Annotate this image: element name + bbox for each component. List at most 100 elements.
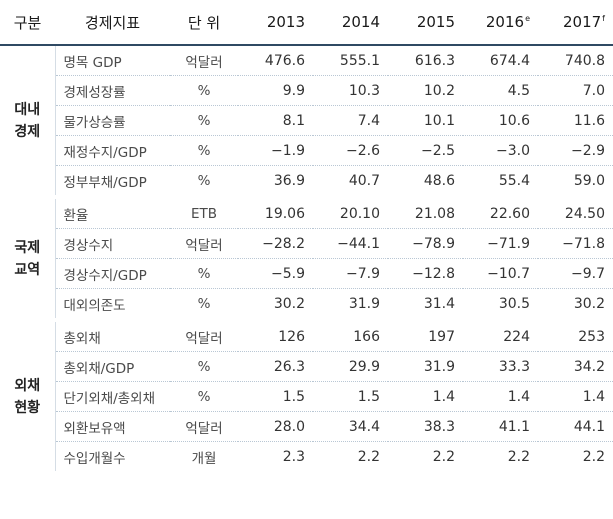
indicator-cell: 총외채 (55, 318, 170, 352)
group-label-line: 대내 (14, 101, 41, 118)
unit-cell: % (170, 135, 238, 166)
table-row: 단기외채/총외채% 1.5 1.5 1.4 1.4 1.4 (0, 381, 613, 412)
value-cell: 253 (538, 318, 613, 352)
header-category: 구분 (0, 0, 55, 46)
header-year-2016: 2016e (463, 0, 538, 46)
table-row: 경제성장률% 9.9 10.3 10.2 4.5 7.0 (0, 75, 613, 106)
value-cell: 476.6 (238, 45, 313, 76)
unit-cell: % (170, 258, 238, 289)
group-label: 외채 현황 (0, 318, 56, 471)
indicator-cell: 환율 (55, 195, 170, 229)
unit-cell: % (170, 381, 238, 412)
value-cell: 1.5 (313, 381, 388, 412)
value-cell: 21.08 (388, 195, 463, 229)
value-cell: 10.3 (313, 75, 388, 106)
indicator-cell: 명목 GDP (55, 45, 170, 76)
indicator-cell: 정부부채/GDP (55, 165, 170, 198)
group-label: 대내 경제 (0, 45, 56, 197)
indicator-cell: 수입개월수 (63, 450, 126, 467)
table-row: 경상수지 억달러 −28.2 −44.1 −78.9 −71.9 −71.8 (0, 228, 613, 259)
value-cell: −71.8 (538, 228, 613, 259)
header-year-2013: 2013 (238, 0, 313, 46)
year-label: 2015 (416, 13, 455, 31)
value-cell: 30.5 (463, 288, 538, 321)
indicator-cell: 경상수지 (55, 228, 170, 259)
value-cell: 31.9 (313, 288, 388, 321)
unit-cell: 억달러 (170, 45, 238, 76)
header-unit: 단 위 (170, 0, 238, 46)
group-label-line: 국제 (14, 239, 41, 256)
value-cell: 4.5 (463, 75, 538, 106)
value-cell: 9.9 (238, 75, 313, 106)
year-label: 2013 (266, 13, 305, 31)
indicator-cell: 물가상승률 (55, 105, 170, 136)
unit-cell: % (170, 165, 238, 198)
year-label: 2017 (562, 13, 602, 31)
value-cell: 29.9 (313, 351, 388, 382)
table-row: 수입개월수 개월 2.3 2.2 2.2 2.2 2.2 (0, 442, 613, 472)
unit-cell: 억달러 (170, 411, 238, 442)
indicator-cell: 대외의존도 (55, 288, 170, 321)
header-year-2017: 2017f (538, 0, 613, 46)
table-row: 국제 교역 환율 ETB 19.06 20.10 21.08 22.60 24.50 (0, 195, 613, 320)
value-cell: 1.4 (463, 381, 538, 412)
value-cell: −2.5 (388, 135, 463, 166)
value-cell: −78.9 (388, 228, 463, 259)
indicator-cell: 재정수지/GDP (55, 135, 170, 166)
value-cell: −44.1 (313, 228, 388, 259)
unit-cell: % (170, 75, 238, 106)
value-cell: 34.4 (313, 411, 388, 442)
value-cell: 59.0 (538, 165, 613, 198)
value-cell: 41.1 (463, 411, 538, 442)
value-cell: −71.9 (463, 228, 538, 259)
value-cell: 1.5 (238, 381, 313, 412)
group-label-line: 현황 (14, 399, 41, 416)
table-row: 정부부채/GDP% 36.9 40.7 48.6 55.4 59.0 (0, 165, 613, 198)
header-indicator: 경제지표 (55, 0, 170, 46)
value-cell: 2.2 (357, 448, 380, 465)
group-label: 국제 교역 (0, 195, 56, 320)
value-cell: 22.60 (463, 195, 538, 229)
year-label: 2014 (341, 13, 380, 31)
header-row: 구분 경제지표 단 위 2013 2014 2015 2016e 2017f (0, 0, 613, 46)
value-cell: −9.7 (538, 258, 613, 289)
table-row: 대외의존도% 30.2 31.9 31.4 30.5 30.2 (0, 288, 613, 321)
economic-indicators-table: 구분 경제지표 단 위 2013 2014 2015 2016e 2017f 대… (0, 0, 613, 471)
value-cell: 31.4 (388, 288, 463, 321)
value-cell: 2.2 (507, 448, 530, 465)
value-cell: 10.6 (463, 105, 538, 136)
header-year-2014: 2014 (313, 0, 388, 46)
value-cell: 2.3 (282, 448, 305, 465)
value-cell: 36.9 (238, 165, 313, 198)
value-cell: 166 (313, 318, 388, 352)
table-row: 재정수지/GDP% −1.9 −2.6 −2.5 −3.0 −2.9 (0, 135, 613, 166)
value-cell: 24.50 (538, 195, 613, 229)
unit-cell: 개월 (191, 450, 217, 467)
value-cell: 33.3 (463, 351, 538, 382)
indicator-cell: 경제성장률 (55, 75, 170, 106)
value-cell: 126 (238, 318, 313, 352)
forecast-mark: f (602, 14, 605, 23)
unit-cell: % (170, 105, 238, 136)
value-cell: 30.2 (238, 288, 313, 321)
value-cell: −3.0 (463, 135, 538, 166)
value-cell: 10.2 (388, 75, 463, 106)
indicator-cell: 총외채/GDP (55, 351, 170, 382)
value-cell: 224 (463, 318, 538, 352)
unit-cell: % (170, 351, 238, 382)
table-row: 외환보유액 억달러 28.0 34.4 38.3 41.1 44.1 (0, 411, 613, 442)
value-cell: −12.8 (388, 258, 463, 289)
value-cell: −1.9 (238, 135, 313, 166)
value-cell: 40.7 (313, 165, 388, 198)
value-cell: 197 (388, 318, 463, 352)
value-cell: 28.0 (238, 411, 313, 442)
table-row: 경상수지/GDP% −5.9 −7.9 −12.8 −10.7 −9.7 (0, 258, 613, 289)
header-year-2015: 2015 (388, 0, 463, 46)
value-cell: 20.10 (313, 195, 388, 229)
table-row: 대내 경제 명목 GDP 억달러 476.6 555.1 616.3 674.4 740.8 (0, 45, 613, 197)
unit-cell: ETB (170, 195, 238, 229)
value-cell: 44.1 (538, 411, 613, 442)
value-cell: −5.9 (238, 258, 313, 289)
unit-cell: 억달러 (170, 228, 238, 259)
